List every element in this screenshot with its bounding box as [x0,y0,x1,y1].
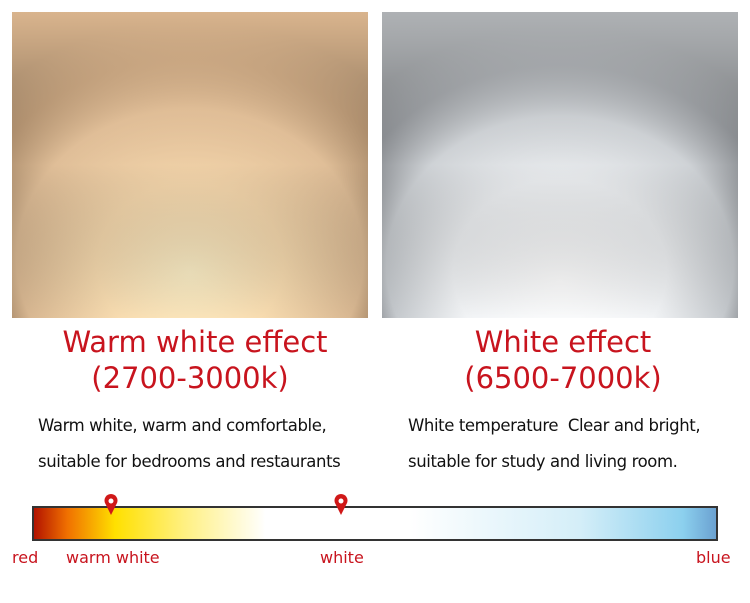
panel-range: (2700-3000k) [91,361,289,395]
panel-range: (6500-7000k) [464,361,662,395]
panel-description: suitable for bedrooms and restaurants [38,452,340,471]
panel-description: Warm white, warm and comfortable, [38,416,326,435]
scale-label: warm white [66,548,160,567]
white-light-photo-haze [382,12,738,318]
color-temperature-bar [32,506,718,541]
panel-title: White effect [475,325,652,359]
scale-label: blue [696,548,731,567]
marker-pin [334,494,348,515]
scale-label: red [12,548,38,567]
panel-title: Warm white effect [62,325,327,359]
scale-label: white [320,548,364,567]
marker-pin [104,494,118,515]
panel-description: White temperature Clear and bright, [408,416,700,435]
warm-light-photo-haze [12,12,368,318]
panel-description: suitable for study and living room. [408,452,678,471]
